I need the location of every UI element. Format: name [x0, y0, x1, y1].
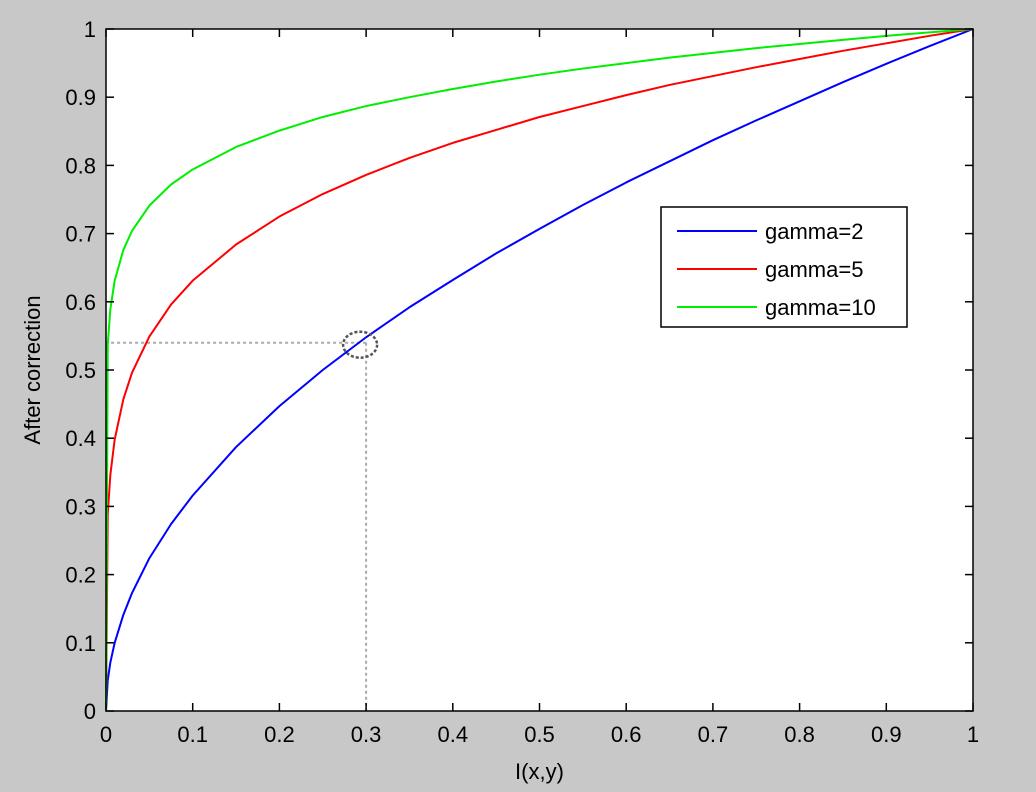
x-tick-label: 0.2: [264, 722, 295, 747]
x-tick-label: 0.9: [871, 722, 902, 747]
x-tick-labels: 0 0.1 0.2 0.3 0.4 0.5 0.6 0.7 0.8 0.9 1: [100, 722, 979, 747]
x-tick-label: 0: [100, 722, 112, 747]
x-tick-label: 0.1: [177, 722, 208, 747]
legend: gamma=2 gamma=5 gamma=10: [660, 206, 908, 328]
legend-entry-label: gamma=10: [765, 295, 876, 320]
y-tick-label: 0.9: [65, 85, 96, 110]
legend-entry-label: gamma=5: [765, 257, 863, 282]
series-line-2: [105, 28, 974, 712]
reference-guides: [106, 341, 368, 711]
legend-entry-label: gamma=2: [765, 219, 863, 244]
x-tick-label: 1: [967, 722, 979, 747]
y-tick-label: 0.3: [65, 494, 96, 519]
y-tick-label: 0.6: [65, 290, 96, 315]
x-tick-label: 0.3: [351, 722, 382, 747]
y-tick-label: 0.1: [65, 631, 96, 656]
y-tick-label: 1: [84, 17, 96, 42]
y-tick-label: 0.7: [65, 222, 96, 247]
x-tick-label: 0.5: [524, 722, 555, 747]
y-tick-label: 0.8: [65, 153, 96, 178]
x-tick-label: 0.6: [611, 722, 642, 747]
y-tick-label: 0.4: [65, 426, 96, 451]
x-tick-label: 0.7: [698, 722, 729, 747]
series-layer: [105, 28, 974, 712]
y-tick-label: 0.5: [65, 358, 96, 383]
y-axis-label: After correction: [20, 295, 45, 444]
reference-point-circle: [341, 330, 379, 359]
x-tick-label: 0.8: [784, 722, 815, 747]
annotation-layer: [341, 330, 379, 359]
axis-ticks: [105, 28, 974, 712]
y-tick-label: 0: [84, 699, 96, 724]
series-line-3: [105, 28, 974, 712]
x-axis-label: I(x,y): [515, 759, 564, 784]
plot-area: [106, 29, 973, 711]
series-line-1: [105, 28, 974, 712]
x-tick-label: 0.4: [438, 722, 469, 747]
y-tick-label: 0.2: [65, 563, 96, 588]
y-tick-labels: 0 0.1 0.2 0.3 0.4 0.5 0.6 0.7 0.8 0.9 1: [65, 17, 96, 724]
